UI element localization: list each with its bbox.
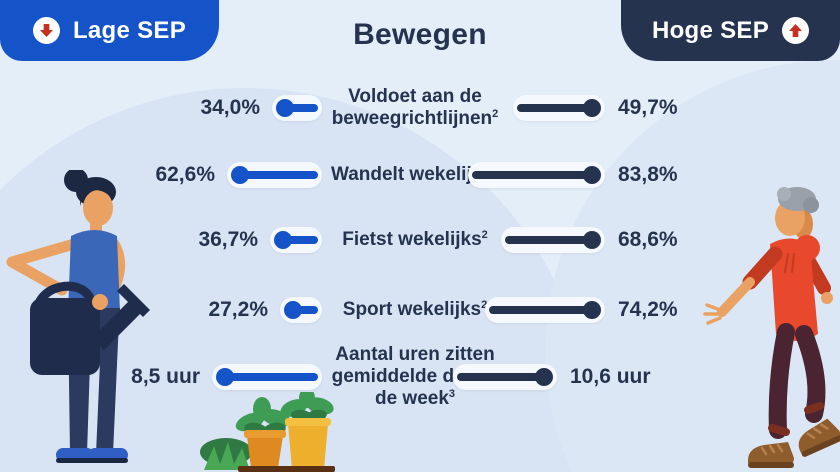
page-title: Bewegen: [353, 18, 487, 51]
low-sep-bar: [227, 162, 322, 188]
stat-label: Fietst wekelijks2: [322, 229, 508, 251]
high-sep-bar-box: [468, 162, 605, 188]
low-sep-value: 36,7%: [198, 228, 258, 251]
arrow-down-icon: [32, 17, 60, 44]
stat-row: 36,7% Fietst wekelijks2 68,6%: [0, 205, 840, 275]
low-sep-bar-line: [244, 171, 318, 179]
high-sep-bar: [513, 95, 605, 121]
high-sep-bar: [468, 162, 605, 188]
high-sep-bar-box: [501, 227, 605, 253]
low-sep-value: 27,2%: [208, 298, 268, 321]
low-sep-value: 34,0%: [200, 96, 260, 119]
low-sep-bar-line: [289, 104, 318, 112]
badge-hoge-sep: Hoge SEP: [621, 0, 840, 61]
stat-footnote: 2: [481, 228, 488, 241]
high-sep-bar-box: [453, 364, 557, 390]
low-sep-bar-dot: [231, 166, 249, 184]
low-sep-bar: [280, 297, 322, 323]
stat-footnote: 3: [448, 387, 456, 400]
low-sep-value: 62,6%: [155, 163, 215, 186]
high-sep-value: 83,8%: [618, 163, 678, 186]
low-sep-bar-line: [287, 236, 318, 244]
stat-row: 27,2% Sport wekelijks2 74,2%: [0, 275, 840, 345]
badge-lage-sep: Lage SEP: [0, 0, 219, 61]
high-sep-bar-dot: [583, 166, 601, 184]
low-sep-bar: [272, 95, 322, 121]
low-sep-bar-line: [229, 373, 318, 381]
low-sep-bar-dot: [276, 99, 294, 117]
low-sep-value: 8,5 uur: [131, 365, 200, 388]
high-sep-value: 68,6%: [618, 228, 678, 251]
stat-row: 8,5 uur Aantal uren zitten gemiddelde da…: [0, 342, 840, 412]
high-sep-bar-line: [489, 306, 588, 314]
low-sep-bar: [270, 227, 322, 253]
stat-label-text: Wandelt wekelijks: [330, 164, 493, 186]
high-sep-bar-line: [505, 236, 588, 244]
high-sep-bar-box: [513, 95, 605, 121]
high-sep-bar: [453, 364, 557, 390]
high-sep-bar: [501, 227, 605, 253]
stat-row: 34,0% Voldoet aan de beweegrichtlijnen2 …: [0, 73, 840, 143]
stat-footnote: 2: [492, 107, 499, 120]
stat-label-text: Fietst wekelijks: [342, 229, 482, 251]
stat-footnote: 2: [481, 298, 488, 311]
high-sep-bar-box: [485, 297, 605, 323]
stat-label-text: Sport wekelijks: [342, 299, 482, 321]
high-sep-bar-dot: [583, 99, 601, 117]
low-sep-bar-dot: [274, 231, 292, 249]
high-sep-bar-dot: [535, 368, 553, 386]
high-sep-value: 74,2%: [618, 298, 678, 321]
badge-hoge-sep-label: Hoge SEP: [651, 16, 770, 44]
stat-label: Sport wekelijks2: [322, 299, 508, 321]
stat-row: 62,6% Wandelt wekelijks2 83,8%: [0, 140, 840, 210]
arrow-up-icon: [782, 17, 810, 44]
badge-lage-sep-label: Lage SEP: [72, 16, 187, 44]
high-sep-bar-dot: [583, 231, 601, 249]
high-sep-value: 49,7%: [618, 96, 678, 119]
low-sep-bar: [212, 364, 322, 390]
high-sep-value: 10,6 uur: [570, 365, 651, 388]
high-sep-bar-line: [457, 373, 540, 381]
high-sep-bar-line: [517, 104, 588, 112]
stat-label-text: Voldoet aan de beweegrichtlijnen: [331, 85, 493, 130]
high-sep-bar: [485, 297, 605, 323]
low-sep-bar-dot: [284, 301, 302, 319]
high-sep-bar-dot: [583, 301, 601, 319]
low-sep-bar-line: [297, 306, 318, 314]
stat-label: Voldoet aan de beweegrichtlijnen2: [322, 86, 508, 130]
high-sep-bar-line: [472, 171, 588, 179]
low-sep-bar-dot: [216, 368, 234, 386]
